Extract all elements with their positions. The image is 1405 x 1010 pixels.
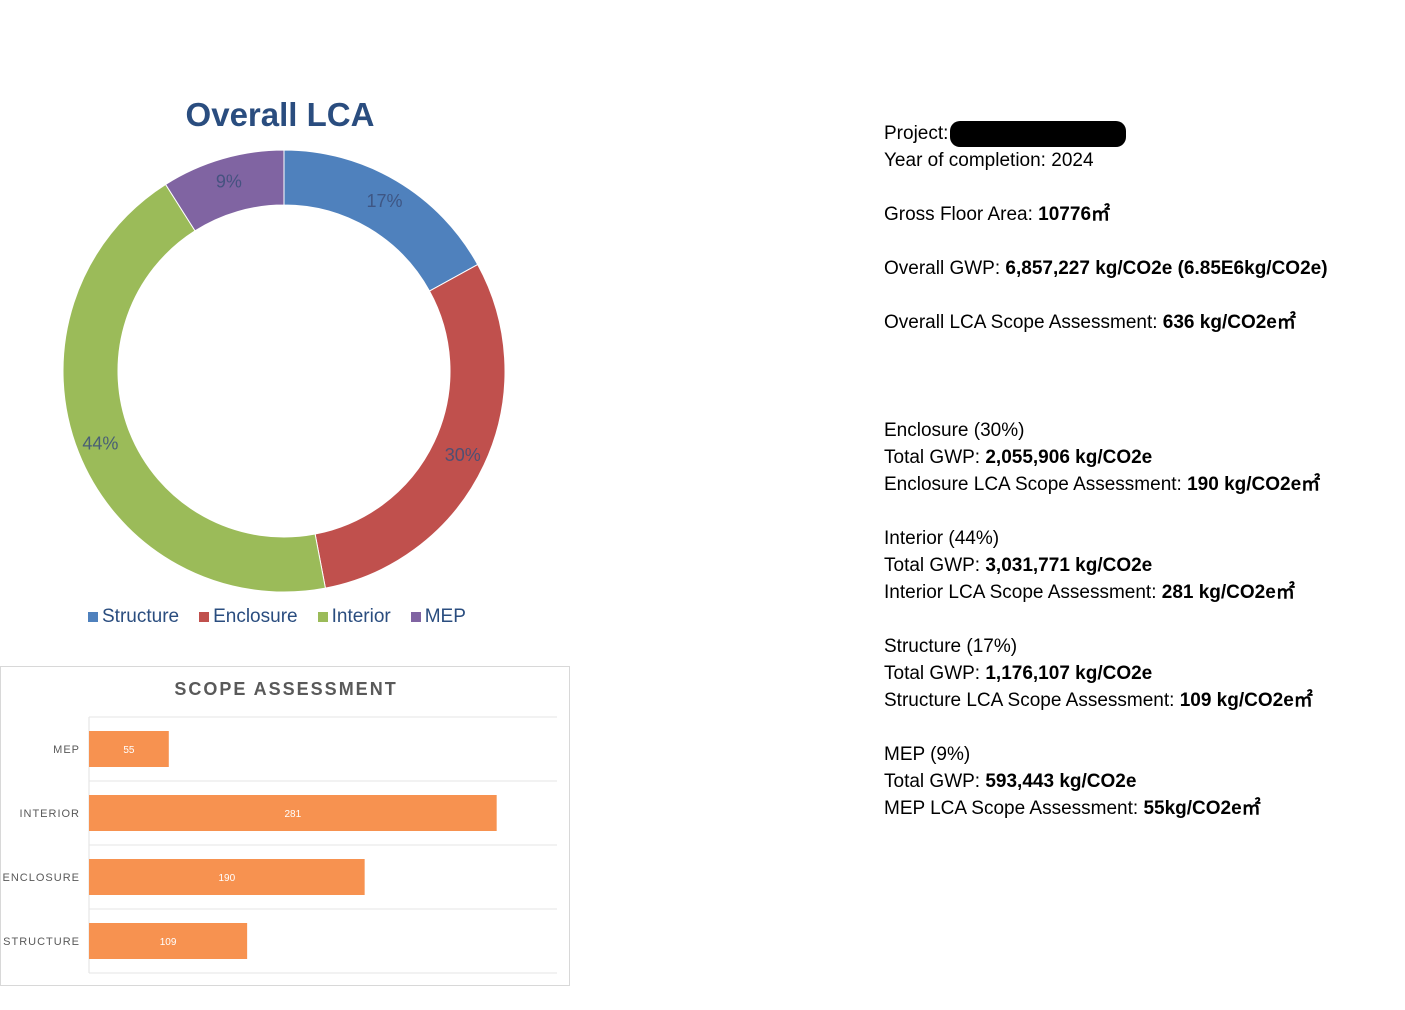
legend-swatch-enclosure [199, 612, 210, 622]
section-scope-value: 55kg/CO2e㎡ [1143, 798, 1261, 819]
bar-enclosure [89, 859, 365, 895]
section-scope-label: Interior LCA Scope Assessment: [884, 582, 1157, 603]
bar-value-label: 55 [123, 745, 135, 756]
section-scope-line: Enclosure LCA Scope Assessment: 190 kg/C… [884, 471, 1328, 498]
legend-label-structure: Structure [102, 606, 180, 627]
section-gwp-line: Total GWP: 2,055,906 kg/CO2e [884, 444, 1328, 471]
year-label: Year of completion: [884, 150, 1046, 171]
section-scope-label: MEP LCA Scope Assessment: [884, 798, 1139, 819]
legend-swatch-interior [317, 612, 328, 622]
bar-interior [89, 795, 497, 831]
slice-interior [62, 183, 326, 593]
section-heading: Enclosure (30%) [884, 420, 1025, 441]
slice-label-mep: 9% [216, 171, 242, 191]
slice-structure [283, 149, 479, 292]
section-scope-value: 281 kg/CO2e㎡ [1161, 582, 1295, 603]
section-scope-value: 109 kg/CO2e㎡ [1179, 690, 1313, 711]
gfa-line: Gross Floor Area: 10776㎡ [884, 201, 1328, 228]
bar-category-label: STRUCTURE [3, 936, 80, 948]
project-label: Project: [884, 123, 949, 144]
donut-chart-title: Overall LCA [185, 96, 375, 133]
section-scope-line: Interior LCA Scope Assessment: 281 kg/CO… [884, 579, 1328, 606]
bar-mep [89, 731, 169, 767]
section-gwp-line: Total GWP: 593,443 kg/CO2e [884, 768, 1328, 795]
section-gwp-line: Total GWP: 3,031,771 kg/CO2e [884, 552, 1328, 579]
legend-label-mep: MEP [424, 606, 466, 627]
year-line: Year of completion: 2024 [884, 147, 1328, 174]
bar-chart-title: SCOPE ASSESSMENT [174, 679, 398, 699]
bar-category-label: ENCLOSURE [3, 872, 80, 884]
section-structure: Structure (17%) Total GWP: 1,176,107 kg/… [884, 633, 1328, 714]
legend-label-enclosure: Enclosure [213, 606, 298, 627]
legend-item-interior: Interior [317, 606, 391, 628]
scope-assessment-panel: SCOPE ASSESSMENT 55 MEP 281 INTERIOR 190 ENCL… [0, 666, 570, 986]
overall-gwp-line: Overall GWP: 6,857,227 kg/CO2e (6.85E6kg… [884, 255, 1328, 282]
section-gwp-label: Total GWP: [884, 663, 981, 684]
section-scope-line: Structure LCA Scope Assessment: 109 kg/C… [884, 687, 1328, 714]
section-heading: Structure (17%) [884, 636, 1018, 657]
bar-category-label: INTERIOR [19, 808, 80, 820]
bar-category-label: MEP [53, 744, 80, 756]
bar-value-label: 109 [160, 937, 177, 948]
bar-structure [89, 923, 248, 959]
overall-gwp-label: Overall GWP: [884, 258, 1001, 279]
legend-swatch-mep [410, 612, 421, 622]
overall-scope-value: 636 kg/CO2e㎡ [1162, 312, 1296, 333]
project-line: Project: [884, 120, 1328, 147]
section-scope-value: 190 kg/CO2e㎡ [1187, 474, 1321, 495]
slice-label-enclosure: 30% [445, 445, 481, 465]
donut-chart-panel: Overall LCA 17% 30% 44% 9% Structure Enclos… [0, 0, 580, 660]
section-enclosure: Enclosure (30%) Total GWP: 2,055,906 kg/… [884, 417, 1328, 498]
section-gwp-label: Total GWP: [884, 555, 981, 576]
overall-gwp-value: 6,857,227 kg/CO2e (6.85E6kg/CO2e) [1005, 258, 1328, 279]
section-scope-label: Structure LCA Scope Assessment: [884, 690, 1175, 711]
slice-mep [164, 149, 285, 232]
legend-item-structure: Structure [88, 606, 179, 628]
legend-item-enclosure: Enclosure [199, 606, 298, 628]
section-heading: Interior (44%) [884, 528, 1000, 549]
section-gwp-value: 1,176,107 kg/CO2e [985, 663, 1153, 684]
section-gwp-value: 593,443 kg/CO2e [985, 771, 1137, 792]
slice-label-interior: 44% [82, 434, 118, 454]
gfa-label: Gross Floor Area: [884, 204, 1033, 225]
overall-scope-line: Overall LCA Scope Assessment: 636 kg/CO2… [884, 309, 1328, 336]
slice-enclosure [314, 263, 506, 589]
overall-scope-label: Overall LCA Scope Assessment: [884, 312, 1158, 333]
year-value: 2024 [1051, 150, 1094, 171]
bar-chart: 55 MEP 281 INTERIOR 190 ENCLOSURE 109 STRUCTURE [3, 716, 557, 974]
section-heading: MEP (9%) [884, 744, 971, 765]
section-interior: Interior (44%) Total GWP: 3,031,771 kg/C… [884, 525, 1328, 606]
project-info: Project: Year of completion: 2024 Gross … [884, 120, 1328, 822]
legend-swatch-structure [88, 612, 98, 622]
bar-value-label: 281 [284, 809, 301, 820]
slice-label-structure: 17% [367, 191, 403, 211]
legend-item-mep: MEP [410, 606, 466, 628]
section-gwp-value: 2,055,906 kg/CO2e [985, 447, 1153, 468]
donut-chart: 17% 30% 44% 9% [62, 149, 506, 593]
gfa-value: 10776㎡ [1038, 204, 1111, 225]
donut-legend: Structure Enclosure Interior MEP [88, 606, 466, 628]
section-gwp-label: Total GWP: [884, 447, 981, 468]
redacted-project-name [950, 120, 1127, 147]
section-gwp-value: 3,031,771 kg/CO2e [985, 555, 1153, 576]
section-mep: MEP (9%) Total GWP: 593,443 kg/CO2e MEP … [884, 741, 1328, 822]
bar-value-label: 190 [218, 873, 235, 884]
section-scope-line: MEP LCA Scope Assessment: 55kg/CO2e㎡ [884, 795, 1328, 822]
section-gwp-label: Total GWP: [884, 771, 981, 792]
section-gwp-line: Total GWP: 1,176,107 kg/CO2e [884, 660, 1328, 687]
section-scope-label: Enclosure LCA Scope Assessment: [884, 474, 1182, 495]
legend-label-interior: Interior [331, 606, 391, 627]
